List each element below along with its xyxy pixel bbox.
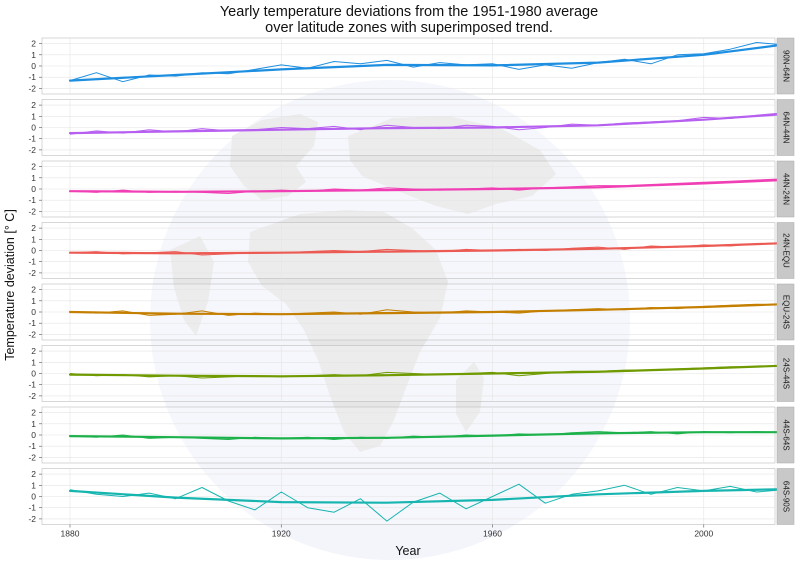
y-tick-label: 0: [31, 492, 36, 502]
trend-line-90N-64N: [68, 43, 785, 82]
y-tick-label: 2: [31, 39, 36, 49]
trend-line-44N-24N: [68, 178, 785, 193]
y-tick-label: 0: [31, 369, 36, 379]
trend-line-EQU-24S: [68, 303, 785, 316]
y-tick-label: -1: [28, 72, 36, 82]
y-tick-label: 0: [31, 123, 36, 133]
facet-strip-label: 24S-44S: [781, 358, 790, 389]
facet-strip: [776, 222, 795, 279]
y-tick-label: -2: [28, 514, 36, 524]
trend-line-44S-64S: [68, 431, 785, 440]
trend-line-64S-90S: [68, 488, 785, 504]
y-tick-label: 1: [31, 419, 36, 429]
chart-title: Yearly temperature deviations from the 1…: [220, 4, 598, 36]
facet-strip-label: 64N-44N: [781, 111, 790, 143]
facet-strip: [776, 37, 795, 95]
title-line-1: Yearly temperature deviations from the 1…: [220, 4, 598, 20]
y-tick-label: -1: [28, 380, 36, 390]
facet-strip-label: EQU-24S: [781, 295, 790, 329]
y-tick-label: 2: [31, 346, 36, 356]
continent-shape: [248, 210, 448, 452]
y-tick-label: 1: [31, 173, 36, 183]
panels: 210-1-290N-64N210-1-264N-44N210-1-244N-2…: [28, 37, 795, 525]
y-tick-label: -1: [28, 195, 36, 205]
y-tick-label: -2: [28, 329, 36, 339]
facet-strip-label: 44S-64S: [781, 419, 790, 450]
y-tick-label: -2: [28, 206, 36, 216]
y-tick-label: 0: [31, 184, 36, 194]
axis-titles: Year Temperature deviation [° C]: [3, 209, 421, 558]
panel-EQU-24S: 210-1-2 EQU-24S: [28, 283, 795, 341]
y-tick-label: 0: [31, 61, 36, 71]
y-tick-label: 1: [31, 480, 36, 490]
facet-strip: [776, 468, 795, 525]
y-tick-label: 2: [31, 408, 36, 418]
facet-strip: [776, 406, 795, 464]
panel-44N-24N: 210-1-2 44N-24N: [28, 160, 795, 218]
facet-strip: [776, 160, 795, 218]
y-tick-label: 1: [31, 111, 36, 121]
trend-line-64N-44N: [68, 112, 785, 135]
y-tick-label: 2: [31, 469, 36, 479]
panel-44S-64S: 210-1-2 44S-64S: [28, 406, 795, 464]
y-tick-label: -2: [28, 83, 36, 93]
facet-strip: [776, 283, 795, 341]
panel-64S-90S: 21 0-1-2 64S-90S: [28, 468, 795, 525]
y-tick-label: -2: [28, 452, 36, 462]
facet-strip-label: 90N-64N: [781, 50, 790, 82]
y-tick-label: 0: [31, 307, 36, 317]
continent-shape: [230, 114, 318, 200]
x-axis-title: Year: [395, 544, 420, 558]
y-tick-label: 1: [31, 234, 36, 244]
y-tick-label: 0: [31, 246, 36, 256]
y-tick-label: -1: [28, 441, 36, 451]
facet-strip-label: 24N-EQU: [781, 233, 790, 268]
y-tick-label: 0: [31, 430, 36, 440]
y-tick-label: 2: [31, 162, 36, 172]
facet-strip-label: 44N-24N: [781, 173, 790, 205]
x-tick-label: 2000: [694, 529, 713, 539]
y-tick-label: 1: [31, 296, 36, 306]
x-axis: 1880 1920 1960 2000: [61, 524, 713, 539]
x-tick-label: 1880: [61, 529, 80, 539]
facet-strip-label: 64S-90S: [781, 481, 790, 512]
y-tick-label: -1: [28, 318, 36, 328]
x-tick-label: 1960: [483, 529, 502, 539]
y-tick-label: 1: [31, 357, 36, 367]
panel-90N-64N: 210-1-2 90N-64N: [28, 37, 795, 95]
annual-series-64S-90S: [69, 483, 784, 522]
x-tick-label: 1920: [272, 529, 291, 539]
y-tick-label: -2: [28, 268, 36, 278]
y-axis-title: Temperature deviation [° C]: [3, 209, 17, 361]
trend-line-24S-44S: [68, 364, 785, 378]
y-tick-label: -1: [28, 257, 36, 267]
y-tick-label: 2: [31, 285, 36, 295]
y-tick-label: 2: [31, 100, 36, 110]
y-tick-label: -1: [28, 503, 36, 513]
y-tick-label: -2: [28, 145, 36, 155]
panel-64N-44N: 21 0-1-2 64N-44N: [28, 99, 795, 156]
y-tick-label: 2: [31, 223, 36, 233]
panel-24S-44S: 21 0-1-2 24S-44S: [28, 345, 795, 402]
continent-shape: [456, 362, 484, 432]
y-tick-label: 1: [31, 50, 36, 60]
facet-strip: [776, 99, 795, 156]
y-tick-label: -1: [28, 134, 36, 144]
title-line-2: over latitude zones with superimposed tr…: [265, 20, 553, 36]
trend-line-24N-EQU: [68, 242, 785, 255]
y-tick-label: -2: [28, 391, 36, 401]
panel-24N-EQU: 21 0-1-2 24N-EQU: [28, 222, 795, 279]
facet-strip: [776, 345, 795, 402]
